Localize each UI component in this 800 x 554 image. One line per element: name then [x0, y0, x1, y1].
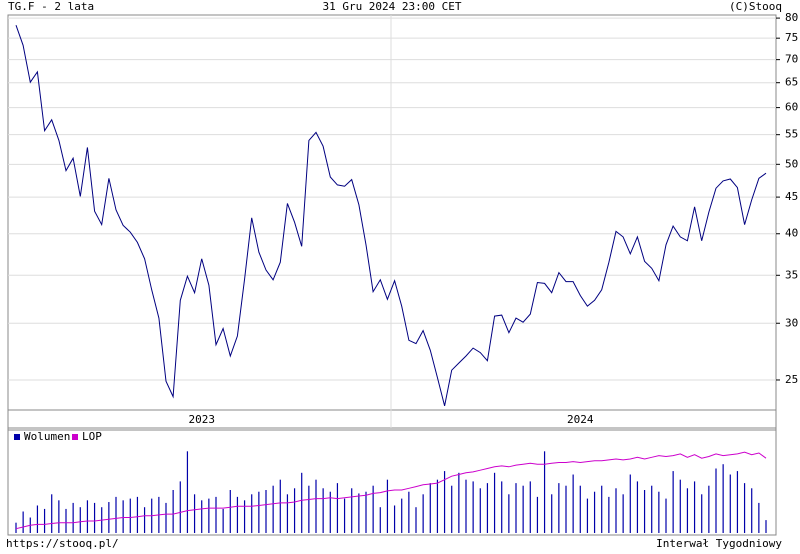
- footer-left: https://stooq.pl/: [6, 537, 119, 550]
- x-tick-label: 2023: [188, 413, 215, 426]
- lop-line: [15, 451, 767, 530]
- y-tick-label: 35: [785, 268, 798, 281]
- x-tick-label: 2024: [567, 413, 594, 426]
- y-tick-label: 70: [785, 53, 798, 66]
- y-tick-label: 25: [785, 373, 798, 386]
- y-tick-label: 80: [785, 11, 798, 24]
- legend-label: Wolumen: [24, 430, 70, 443]
- legend-swatch: [72, 434, 78, 440]
- y-tick-label: 65: [785, 76, 798, 89]
- chart-title: TG.F - 2 lata: [8, 0, 94, 13]
- y-tick-label: 30: [785, 316, 798, 329]
- legend-swatch: [14, 434, 20, 440]
- legend-label: LOP: [82, 430, 102, 443]
- price-line: [15, 25, 767, 407]
- y-tick-label: 75: [785, 31, 798, 44]
- footer-right: Interwał Tygodniowy: [656, 537, 782, 550]
- y-tick-label: 45: [785, 190, 798, 203]
- y-tick-label: 55: [785, 128, 798, 141]
- subtitle: 31 Gru 2024 23:00 CET: [322, 0, 461, 13]
- credit: (C)Stooq: [729, 0, 782, 13]
- y-tick-label: 50: [785, 157, 798, 170]
- y-tick-label: 40: [785, 227, 798, 240]
- y-tick-label: 60: [785, 101, 798, 114]
